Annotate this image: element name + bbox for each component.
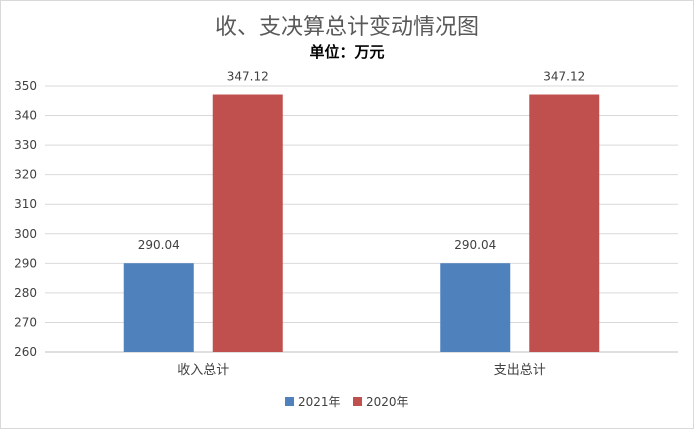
y-tick-label: 270 — [14, 315, 37, 329]
y-tick-label: 350 — [14, 79, 37, 93]
chart-subtitle: 单位：万元 — [309, 43, 384, 61]
y-tick-label: 290 — [14, 256, 37, 270]
y-tick-label: 260 — [14, 345, 37, 359]
data-label: 347.12 — [543, 70, 585, 84]
bar — [529, 94, 600, 353]
y-tick-label: 310 — [14, 197, 37, 211]
legend: 2021年 2020年 — [285, 395, 409, 409]
y-tick-label: 330 — [14, 138, 37, 152]
bars — [123, 94, 600, 353]
legend-entry: 2021年 — [298, 395, 341, 409]
x-axis: 收入总计 支出总计 — [177, 363, 546, 378]
legend-swatch — [353, 397, 362, 406]
data-label: 347.12 — [227, 70, 269, 84]
bar — [440, 263, 511, 352]
y-tick-label: 320 — [14, 168, 37, 182]
bar — [212, 94, 283, 353]
y-tick-label: 280 — [14, 286, 37, 300]
legend-swatch — [285, 397, 294, 406]
data-labels: 290.04 347.12 290.04 347.12 — [138, 70, 586, 253]
data-label: 290.04 — [138, 238, 180, 252]
legend-entry: 2020年 — [366, 395, 409, 409]
category-label: 支出总计 — [494, 363, 546, 378]
bar — [123, 263, 194, 352]
y-tick-label: 300 — [14, 227, 37, 241]
data-label: 290.04 — [454, 238, 496, 252]
category-label: 收入总计 — [177, 363, 229, 378]
y-axis: 260 270 280 290 300 310 320 330 340 350 — [14, 79, 37, 359]
chart-title: 收、支决算总计变动情况图 — [215, 15, 479, 40]
y-tick-label: 340 — [14, 109, 37, 123]
